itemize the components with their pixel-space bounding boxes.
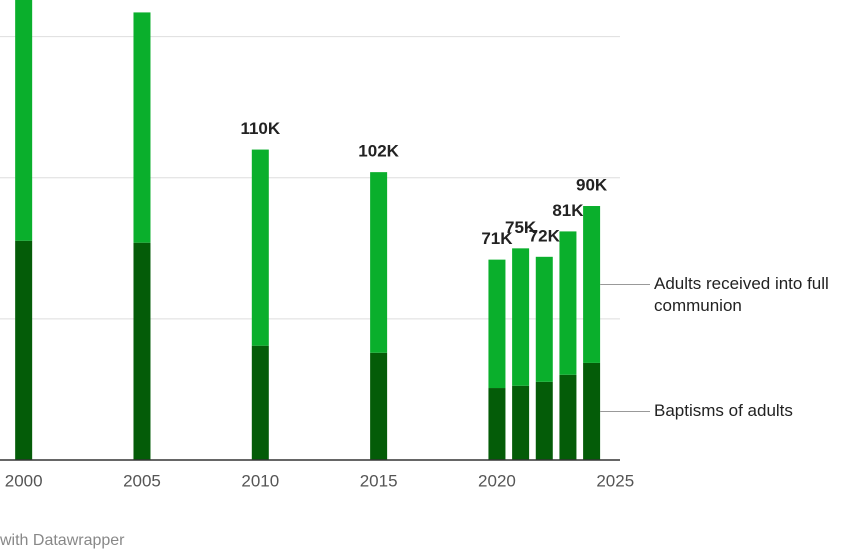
- bar-segment: [559, 231, 577, 375]
- value-label: 75K: [505, 218, 537, 237]
- x-tick-label: 2005: [123, 471, 161, 490]
- bar-segment: [370, 172, 388, 353]
- bar-segment: [133, 12, 151, 243]
- bar-segment: [512, 385, 530, 460]
- bar-segment: [512, 248, 530, 386]
- bar-segment: [15, 0, 33, 241]
- value-label: 81K: [552, 201, 584, 220]
- value-label: 102K: [358, 142, 399, 161]
- bar-segment: [559, 374, 577, 460]
- bar-segment: [535, 381, 553, 460]
- legend-label: Baptisms of adults: [654, 401, 793, 421]
- value-label: 110K: [240, 119, 280, 138]
- value-label: 71K: [481, 229, 513, 248]
- x-tick-label: 2020: [478, 471, 516, 490]
- bar-segment: [251, 345, 269, 460]
- bar-segment: [488, 388, 506, 460]
- bar-segment: [251, 149, 269, 346]
- bar-segment: [370, 352, 388, 460]
- bar-segment: [15, 240, 33, 460]
- bar-segment: [535, 256, 553, 382]
- value-label: 90K: [576, 175, 608, 194]
- x-tick-label: 2025: [596, 471, 634, 490]
- bar-segment: [133, 242, 151, 460]
- legend-label: Adults received into full communion: [654, 274, 829, 316]
- bar-segment: [488, 259, 506, 389]
- bar-segment: [583, 206, 601, 363]
- x-tick-label: 2015: [360, 471, 398, 490]
- footer: with Datawrapper: [0, 532, 125, 549]
- x-tick-label: 2000: [5, 471, 43, 490]
- x-tick-label: 2010: [241, 471, 279, 490]
- value-label: 72K: [529, 226, 561, 245]
- bar-segment: [583, 362, 601, 460]
